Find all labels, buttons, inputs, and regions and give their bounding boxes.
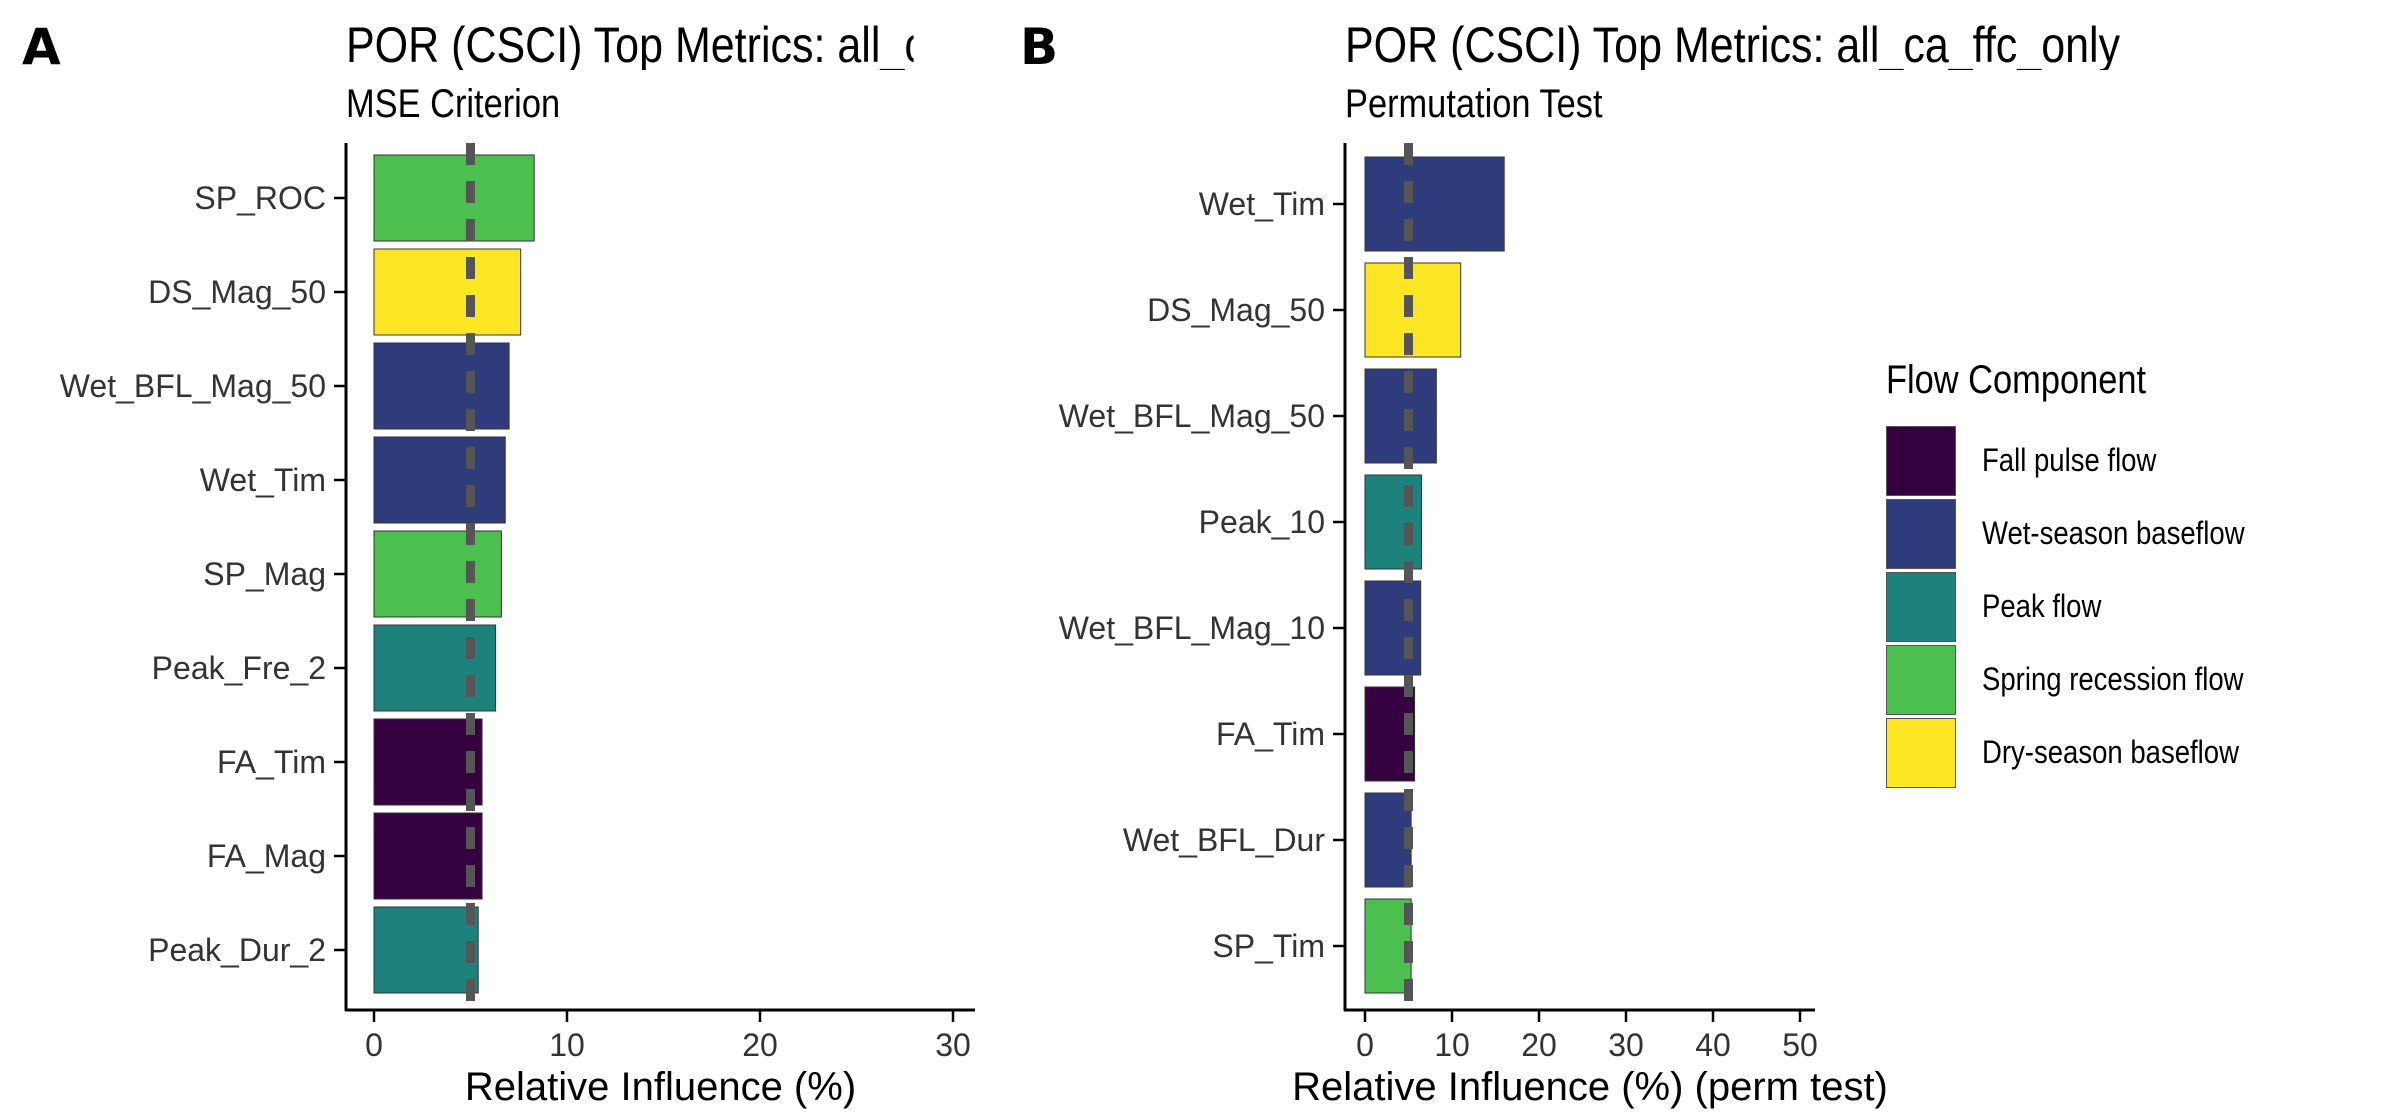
- bar: [373, 436, 506, 524]
- bar: [1364, 474, 1423, 570]
- bar: [1364, 580, 1422, 676]
- y-tick-label: DS_Mag_50: [148, 274, 326, 310]
- panel-b-title: POR (CSCI) Top Metrics: all_ca_ffc_only: [1345, 20, 2121, 70]
- legend-label: Peak flow: [1982, 588, 2102, 624]
- y-tick-label: FA_Mag: [207, 838, 326, 874]
- y-tick-label: Wet_BFL_Mag_50: [1059, 398, 1325, 434]
- x-tick-label: 10: [549, 1027, 585, 1063]
- bar: [373, 248, 522, 336]
- bar: [373, 812, 483, 900]
- y-tick-label: SP_Mag: [203, 556, 326, 592]
- bar: [373, 342, 510, 430]
- x-tick-label: 30: [1608, 1027, 1644, 1063]
- x-tick-label: 50: [1782, 1027, 1818, 1063]
- bar: [373, 154, 535, 242]
- y-tick-label: Peak_Fre_2: [152, 650, 326, 686]
- legend-label: Dry-season baseflow: [1982, 734, 2239, 770]
- y-tick-label: Wet_BFL_Dur: [1123, 822, 1326, 858]
- x-tick-label: 40: [1695, 1027, 1731, 1063]
- x-tick-label: 0: [1356, 1027, 1374, 1063]
- y-tick-label: DS_Mag_50: [1147, 292, 1325, 328]
- x-tick-label: 30: [935, 1027, 971, 1063]
- bar: [373, 718, 483, 806]
- y-tick-label: SP_ROC: [194, 180, 326, 216]
- legend-key: [1886, 426, 1956, 496]
- bar: [1364, 792, 1412, 888]
- legend-title: Flow Component: [1886, 358, 2147, 402]
- bar: [373, 906, 479, 994]
- legend-label: Wet-season baseflow: [1982, 515, 2245, 551]
- y-tick-label: Wet_BFL_Mag_10: [1059, 610, 1325, 646]
- y-tick-label: Wet_Tim: [1199, 186, 1325, 222]
- panel-a-subtitle: MSE Criterion: [346, 82, 561, 126]
- chart-panel-b: Wet_Tim DS_Mag_50 Wet_BFL_Mag_50 Peak_10 Wet…: [1059, 143, 1888, 1109]
- legend-key: [1886, 718, 1956, 788]
- y-tick-label: SP_Tim: [1212, 928, 1325, 964]
- legend-label: Fall pulse flow: [1982, 442, 2157, 478]
- x-tick-label: 20: [742, 1027, 778, 1063]
- legend-label: Spring recession flow: [1982, 661, 2244, 697]
- x-axis-label: Relative Influence (%) (perm test): [1292, 1065, 1888, 1109]
- y-tick-label: FA_Tim: [1216, 716, 1325, 752]
- y-tick-label: Wet_Tim: [200, 462, 326, 498]
- y-tick-label: Peak_Dur_2: [148, 932, 326, 968]
- y-tick-label: Peak_10: [1199, 504, 1325, 540]
- x-tick-label: 0: [365, 1027, 383, 1063]
- x-tick-label: 10: [1434, 1027, 1470, 1063]
- panel-a-letter: A: [22, 18, 61, 76]
- panel-b-subtitle: Permutation Test: [1345, 82, 1603, 126]
- legend-key: [1886, 499, 1956, 569]
- bar: [1364, 898, 1412, 994]
- bar: [1364, 156, 1505, 252]
- bar: [373, 530, 502, 618]
- panel-a-title: POR (CSCI) Top Metrics: all_ca_ffc_only: [346, 20, 914, 70]
- panel-b-letter: B: [1020, 18, 1059, 76]
- x-axis-label: Relative Influence (%): [465, 1065, 856, 1109]
- bar: [1364, 368, 1437, 464]
- legend-key: [1886, 645, 1956, 715]
- chart-panel-a: SP_ROC DS_Mag_50 Wet_BFL_Mag_50 Wet_Tim SP_M…: [60, 143, 975, 1109]
- x-tick-label: 20: [1521, 1027, 1557, 1063]
- y-tick-label: FA_Tim: [217, 744, 326, 780]
- y-tick-label: Wet_BFL_Mag_50: [60, 368, 326, 404]
- legend-key: [1886, 572, 1956, 642]
- bar: [373, 624, 497, 712]
